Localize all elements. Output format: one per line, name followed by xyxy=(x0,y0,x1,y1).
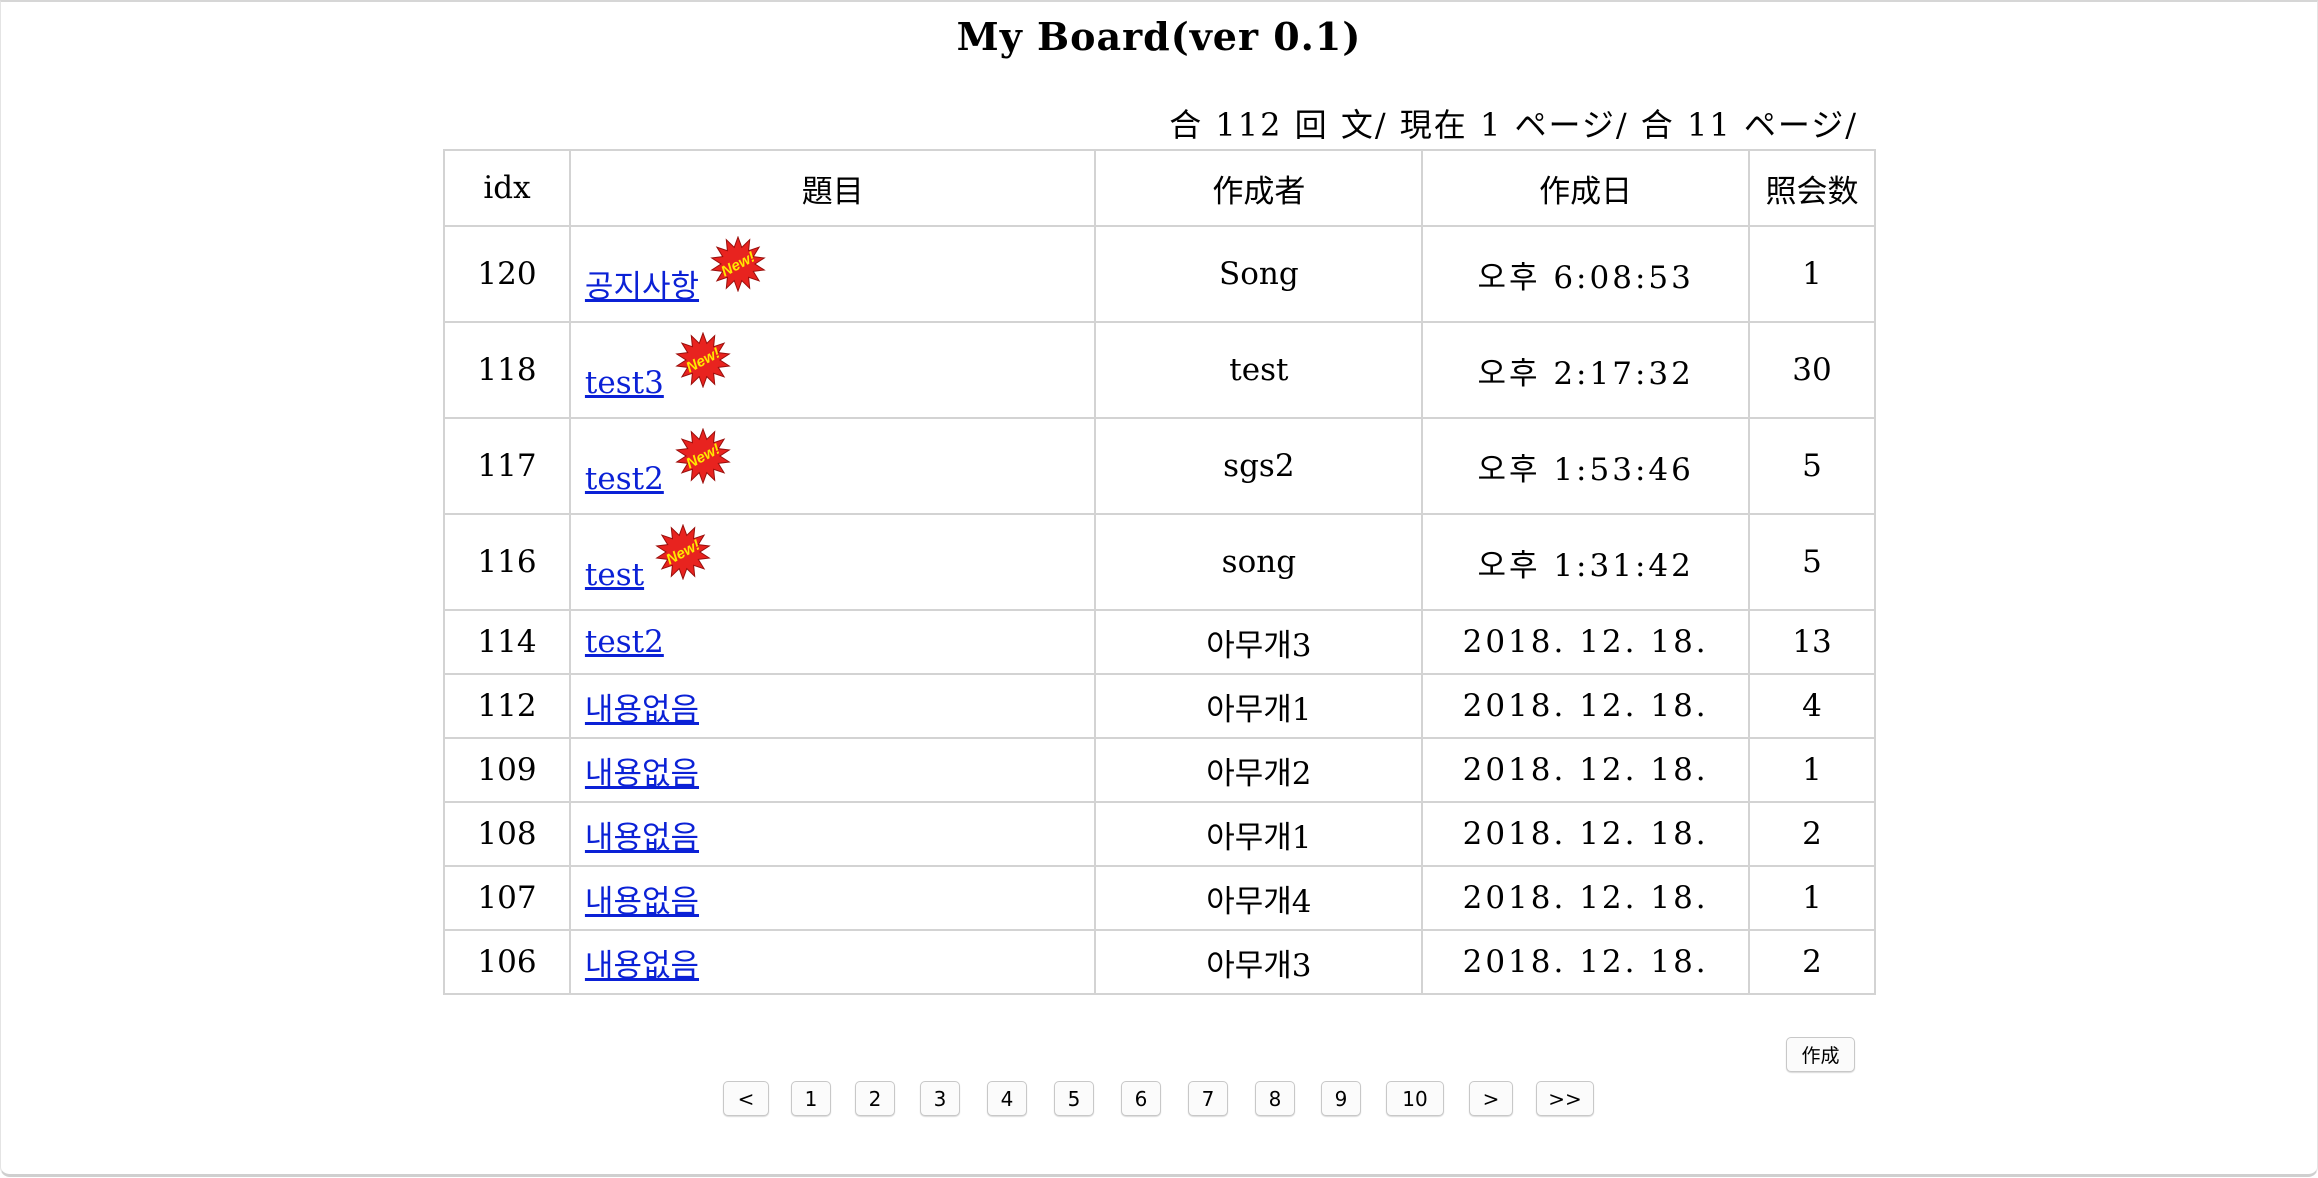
row-author: 아무개3 xyxy=(1094,609,1424,675)
page-button[interactable]: 1 xyxy=(791,1081,831,1116)
row-date: 2018. 12. 18. xyxy=(1421,673,1751,739)
row-author: 아무개2 xyxy=(1094,737,1424,803)
post-count-summary: 合 112 回 文/ 現在 1 ページ/ 合 11 ページ/ xyxy=(1169,106,1858,144)
post-title-link[interactable]: 내용없음 xyxy=(584,755,700,792)
row-author: test xyxy=(1094,321,1424,419)
post-title-link[interactable]: test3 xyxy=(584,364,664,401)
table-row: 118 test3 New! test 오후 2:17:32 30 xyxy=(443,321,1876,419)
header-date: 作成日 xyxy=(1421,149,1751,227)
write-post-button[interactable]: 作成 xyxy=(1786,1037,1855,1072)
row-views: 2 xyxy=(1748,801,1876,867)
new-badge-icon: New! xyxy=(674,331,732,389)
page-button[interactable]: 4 xyxy=(987,1081,1027,1116)
header-author: 作成者 xyxy=(1094,149,1424,227)
row-title-cell: test2 New! xyxy=(568,417,1097,515)
prev-page-button[interactable]: < xyxy=(723,1081,769,1116)
row-title-cell: 내용없음 xyxy=(568,737,1097,803)
table-row: 116 test New! song 오후 1:31:42 5 xyxy=(443,513,1876,611)
row-date: 2018. 12. 18. xyxy=(1421,929,1751,995)
board-rows: 120 공지사항 New! Song 오후 6:08:53 1 118 test3 New! te… xyxy=(443,225,1876,995)
row-author: sgs2 xyxy=(1094,417,1424,515)
last-page-button[interactable]: >> xyxy=(1536,1081,1594,1116)
row-views: 5 xyxy=(1748,513,1876,611)
table-row: 120 공지사항 New! Song 오후 6:08:53 1 xyxy=(443,225,1876,323)
new-badge-icon: New! xyxy=(654,523,712,581)
post-title-link[interactable]: 내용없음 xyxy=(584,819,700,856)
row-views: 30 xyxy=(1748,321,1876,419)
row-idx: 118 xyxy=(443,321,571,419)
row-author: 아무개4 xyxy=(1094,865,1424,931)
page-button[interactable]: 9 xyxy=(1321,1081,1361,1116)
page-button[interactable]: 10 xyxy=(1386,1081,1444,1116)
row-title-cell: test New! xyxy=(568,513,1097,611)
row-title-cell: 내용없음 xyxy=(568,673,1097,739)
page-button[interactable]: 6 xyxy=(1121,1081,1161,1116)
row-idx: 106 xyxy=(443,929,571,995)
row-date: 오후 6:08:53 xyxy=(1421,225,1751,323)
post-title-link[interactable]: 내용없음 xyxy=(584,947,700,984)
row-idx: 109 xyxy=(443,737,571,803)
page-button[interactable]: 7 xyxy=(1188,1081,1228,1116)
row-author: Song xyxy=(1094,225,1424,323)
header-title: 題目 xyxy=(568,149,1097,227)
row-date: 오후 1:53:46 xyxy=(1421,417,1751,515)
row-author: 아무개1 xyxy=(1094,673,1424,739)
row-title-cell: test2 xyxy=(568,609,1097,675)
row-idx: 107 xyxy=(443,865,571,931)
table-row: 112 내용없음 아무개1 2018. 12. 18. 4 xyxy=(443,673,1876,739)
row-author: 아무개3 xyxy=(1094,929,1424,995)
row-views: 1 xyxy=(1748,225,1876,323)
table-row: 106 내용없음 아무개3 2018. 12. 18. 2 xyxy=(443,929,1876,995)
page-button[interactable]: 8 xyxy=(1255,1081,1295,1116)
next-page-button[interactable]: > xyxy=(1469,1081,1513,1116)
row-author: song xyxy=(1094,513,1424,611)
page-title: My Board(ver 0.1) xyxy=(956,14,1362,59)
table-header-row: idx 題目 作成者 作成日 照会数 xyxy=(443,149,1876,227)
row-views: 4 xyxy=(1748,673,1876,739)
row-title-cell: 공지사항 New! xyxy=(568,225,1097,323)
row-views: 1 xyxy=(1748,865,1876,931)
row-idx: 117 xyxy=(443,417,571,515)
post-title-link[interactable]: 내용없음 xyxy=(584,883,700,920)
post-title-link[interactable]: 공지사항 xyxy=(584,268,700,305)
row-idx: 112 xyxy=(443,673,571,739)
post-title-link[interactable]: test xyxy=(584,556,645,593)
table-row: 109 내용없음 아무개2 2018. 12. 18. 1 xyxy=(443,737,1876,803)
row-views: 2 xyxy=(1748,929,1876,995)
page-button[interactable]: 2 xyxy=(855,1081,895,1116)
row-date: 2018. 12. 18. xyxy=(1421,737,1751,803)
table-row: 108 내용없음 아무개1 2018. 12. 18. 2 xyxy=(443,801,1876,867)
row-idx: 114 xyxy=(443,609,571,675)
row-author: 아무개1 xyxy=(1094,801,1424,867)
page-button[interactable]: 3 xyxy=(920,1081,960,1116)
post-title-link[interactable]: test2 xyxy=(584,460,664,497)
table-row: 107 내용없음 아무개4 2018. 12. 18. 1 xyxy=(443,865,1876,931)
table-row: 114 test2 아무개3 2018. 12. 18. 13 xyxy=(443,609,1876,675)
post-title-link[interactable]: 내용없음 xyxy=(584,691,700,728)
new-badge-icon: New! xyxy=(709,235,767,293)
row-views: 1 xyxy=(1748,737,1876,803)
row-date: 오후 2:17:32 xyxy=(1421,321,1751,419)
row-title-cell: 내용없음 xyxy=(568,929,1097,995)
row-date: 2018. 12. 18. xyxy=(1421,609,1751,675)
row-idx: 116 xyxy=(443,513,571,611)
row-date: 2018. 12. 18. xyxy=(1421,801,1751,867)
row-title-cell: 내용없음 xyxy=(568,801,1097,867)
row-idx: 120 xyxy=(443,225,571,323)
header-views: 照会数 xyxy=(1748,149,1876,227)
row-date: 2018. 12. 18. xyxy=(1421,865,1751,931)
row-views: 5 xyxy=(1748,417,1876,515)
row-date: 오후 1:31:42 xyxy=(1421,513,1751,611)
pagination: < 1 2 3 4 5 6 7 8 9 10 > >> xyxy=(0,1081,2318,1116)
row-idx: 108 xyxy=(443,801,571,867)
board-table: idx 題目 作成者 作成日 照会数 120 공지사항 New! Song 오후 6:0… xyxy=(443,149,1876,995)
row-views: 13 xyxy=(1748,609,1876,675)
header-idx: idx xyxy=(443,149,571,227)
post-title-link[interactable]: test2 xyxy=(584,624,664,660)
row-title-cell: 내용없음 xyxy=(568,865,1097,931)
page-button[interactable]: 5 xyxy=(1054,1081,1094,1116)
table-row: 117 test2 New! sgs2 오후 1:53:46 5 xyxy=(443,417,1876,515)
new-badge-icon: New! xyxy=(674,427,732,485)
row-title-cell: test3 New! xyxy=(568,321,1097,419)
